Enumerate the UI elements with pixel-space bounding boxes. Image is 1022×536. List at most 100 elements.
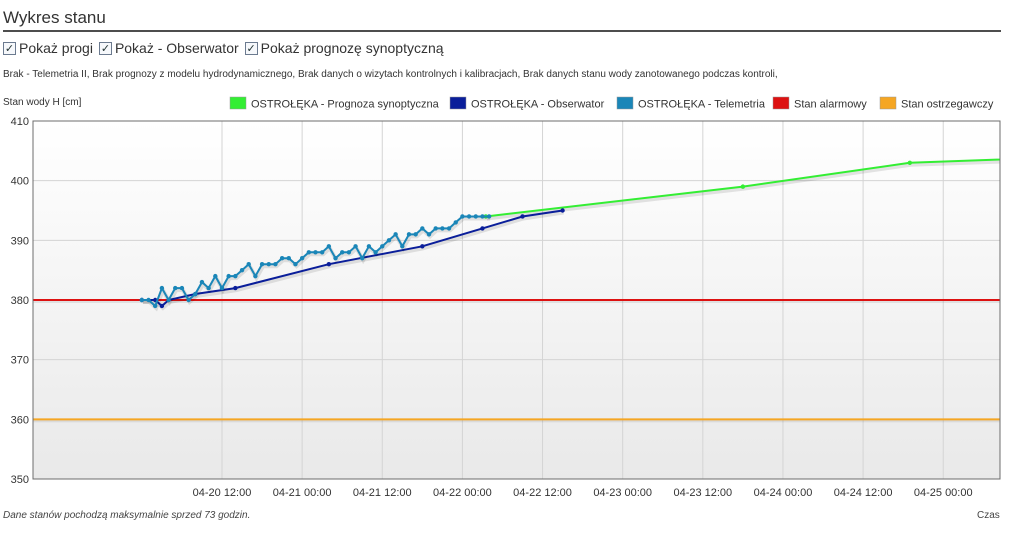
- legend-swatch: [449, 96, 467, 110]
- data-point: [193, 291, 198, 297]
- x-tick-label: 04-22 00:00: [433, 487, 492, 499]
- data-point: [166, 297, 171, 303]
- data-point: [159, 303, 165, 309]
- show-forecast-checkbox[interactable]: ✓ Pokaż prognozę synoptyczną: [244, 40, 444, 56]
- data-point: [299, 256, 305, 261]
- legend-swatch: [229, 96, 247, 110]
- series-shadow: [486, 159, 1000, 221]
- data-point: [480, 214, 485, 219]
- y-tick-label: 350: [11, 474, 29, 486]
- checkbox-icon[interactable]: ✓: [3, 41, 16, 55]
- data-point: [319, 250, 325, 255]
- x-tick-label: 04-21 00:00: [273, 487, 332, 499]
- plot-area: [33, 121, 1000, 479]
- data-point: [373, 250, 378, 255]
- data-point: [253, 273, 258, 279]
- legend-label: OSTROŁĘKA - Prognoza synoptyczna: [251, 99, 440, 111]
- data-point: [233, 273, 238, 279]
- data-point: [346, 250, 352, 255]
- data-point: [740, 184, 746, 189]
- data-point: [233, 285, 238, 291]
- x-axis-label: Czas: [977, 510, 1000, 521]
- data-point: [213, 273, 218, 279]
- data-point: [306, 250, 312, 255]
- data-point: [286, 256, 291, 261]
- data-point: [259, 262, 265, 267]
- data-point: [153, 303, 158, 309]
- x-tick-label: 04-24 12:00: [834, 487, 893, 499]
- show-thresholds-checkbox[interactable]: ✓ Pokaż progi: [3, 40, 93, 56]
- x-tick-label: 04-25 00:00: [914, 487, 973, 499]
- legend-swatch: [879, 96, 897, 110]
- data-point: [266, 262, 271, 267]
- data-point: [139, 297, 145, 303]
- data-point: [186, 297, 191, 303]
- y-tick-label: 410: [11, 116, 29, 128]
- x-tick-label: 04-20 12:00: [193, 487, 252, 499]
- data-point: [560, 208, 565, 213]
- y-tick-label: 360: [11, 414, 29, 426]
- data-point: [483, 214, 488, 219]
- checkbox-icon[interactable]: ✓: [244, 41, 258, 55]
- data-point: [453, 220, 458, 225]
- data-point: [366, 244, 372, 249]
- data-point: [446, 226, 452, 231]
- data-point: [380, 244, 385, 249]
- data-point: [339, 250, 345, 255]
- series-shadow: [142, 216, 491, 312]
- data-point: [273, 262, 278, 267]
- data-point: [146, 297, 151, 303]
- x-tick-label: 04-21 12:00: [353, 487, 412, 499]
- y-tick-label: 370: [11, 355, 29, 367]
- footer-note: Dane stanów pochodzą maksymalnie sprzed …: [3, 510, 251, 521]
- data-point: [400, 244, 405, 249]
- series-line: [485, 158, 1000, 218]
- data-point: [433, 226, 438, 231]
- show-forecast-label: Pokaż prognozę synoptyczną: [260, 40, 444, 56]
- data-point: [486, 214, 492, 219]
- plot-border: [32, 120, 1001, 480]
- data-point: [393, 232, 398, 237]
- data-point: [473, 214, 478, 219]
- legend-label: OSTROŁĘKA - Telemetria: [638, 99, 766, 111]
- data-point: [426, 232, 432, 237]
- x-tick-label: 04-23 12:00: [673, 487, 732, 499]
- series-shadow: [142, 210, 564, 311]
- data-point: [313, 250, 318, 255]
- legend-swatch: [772, 96, 790, 110]
- data-point: [326, 244, 332, 249]
- show-thresholds-label: Pokaż progi: [19, 40, 93, 56]
- data-point: [193, 291, 198, 297]
- legend-swatch: [616, 96, 634, 110]
- legend-label: OSTROŁĘKA - Obserwator: [471, 99, 605, 111]
- data-point: [333, 256, 338, 261]
- data-point: [279, 256, 285, 261]
- data-point: [179, 285, 185, 291]
- data-point: [440, 226, 445, 231]
- data-point: [219, 285, 225, 291]
- y-axis-label: Stan wody H [cm]: [3, 97, 82, 108]
- y-tick-label: 390: [11, 235, 29, 247]
- page-title: Wykres stanu: [3, 8, 1001, 32]
- data-point: [353, 244, 358, 249]
- data-point: [326, 262, 332, 267]
- data-point: [907, 160, 913, 165]
- data-point: [420, 226, 425, 231]
- data-point: [239, 267, 245, 273]
- data-point: [166, 297, 171, 303]
- data-point: [360, 256, 365, 261]
- missing-data-note: Brak - Telemetria II, Brak prognozy z mo…: [3, 69, 778, 80]
- data-point: [413, 232, 418, 237]
- data-point: [159, 285, 165, 291]
- show-observer-checkbox[interactable]: ✓ Pokaż - Obserwator: [98, 40, 239, 56]
- checkbox-icon[interactable]: ✓: [98, 41, 112, 55]
- data-point: [226, 273, 231, 279]
- x-tick-label: 04-24 00:00: [754, 487, 813, 499]
- data-point: [153, 297, 158, 303]
- legend-label: Stan alarmowy: [794, 99, 867, 111]
- x-tick-label: 04-23 00:00: [593, 487, 652, 499]
- data-point: [293, 262, 298, 267]
- data-point: [420, 244, 425, 249]
- data-point: [173, 285, 178, 291]
